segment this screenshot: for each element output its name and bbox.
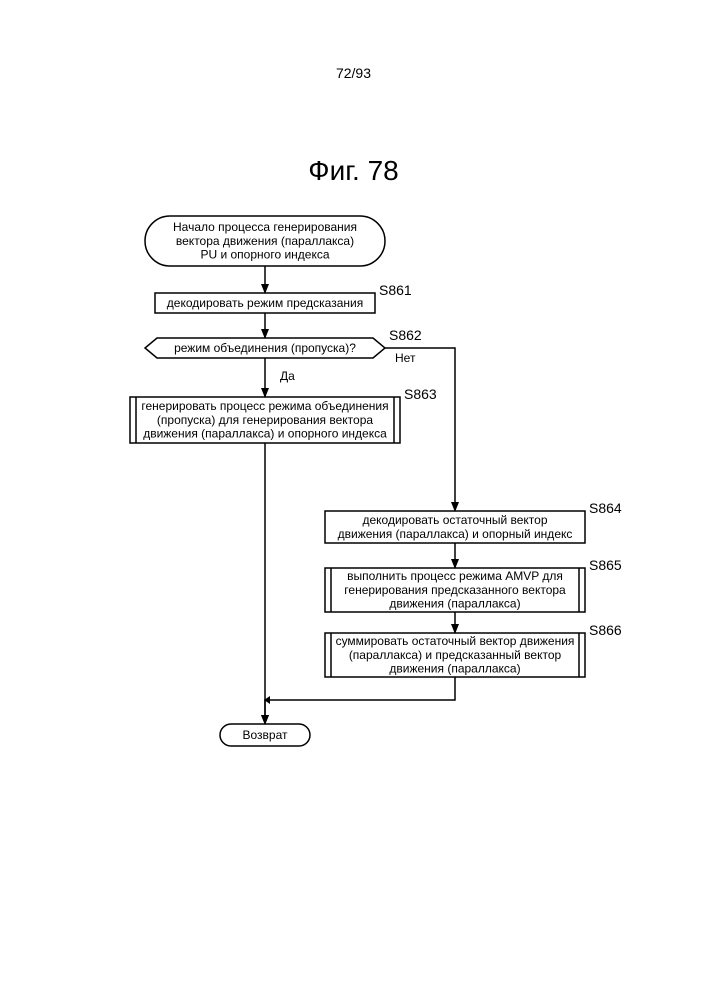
flowchart-canvas: Да Нет Начало процесса генерированиявектор…: [0, 0, 707, 1000]
step-label-s861: S861: [379, 282, 412, 298]
node-text-start: PU и опорного индекса: [200, 248, 329, 262]
step-label-s864: S864: [589, 500, 622, 516]
step-label-s862: S862: [389, 327, 422, 343]
node-text-s863: генерировать процесс режима объединения: [141, 399, 388, 413]
node-text-s865: движения (параллакса): [389, 597, 520, 611]
edge-label-s862-s864: Нет: [395, 351, 416, 365]
node-text-start: Начало процесса генерирования: [173, 220, 357, 234]
node-text-s863: (пропуска) для генерирования вектора: [157, 413, 373, 427]
node-text-s864: декодировать остаточный вектор: [362, 513, 547, 527]
edge-s866-return: [265, 677, 455, 724]
node-text-return: Возврат: [243, 728, 289, 742]
step-label-s866: S866: [589, 622, 622, 638]
node-text-s863: движения (параллакса) и опорного индекса: [143, 427, 387, 441]
node-text-s866: (параллакса) и предсказанный вектор: [349, 648, 562, 662]
step-label-s863: S863: [404, 386, 437, 402]
edge-label-s862-s863: Да: [280, 369, 295, 383]
node-text-s866: суммировать остаточный вектор движения: [336, 634, 575, 648]
node-text-s864: движения (параллакса) и опорный индекс: [338, 527, 573, 541]
node-text-start: вектора движения (параллакса): [176, 234, 354, 248]
edge-s862-s864: [385, 348, 455, 511]
step-label-s865: S865: [589, 557, 622, 573]
node-text-s865: выполнить процесс режима AMVP для: [347, 569, 563, 583]
node-text-s866: движения (параллакса): [389, 662, 520, 676]
node-text-s862: режим объединения (пропуска)?: [174, 341, 356, 355]
node-text-s861: декодировать режим предсказания: [167, 296, 363, 310]
node-text-s865: генерирования предсказанного вектора: [344, 583, 566, 597]
